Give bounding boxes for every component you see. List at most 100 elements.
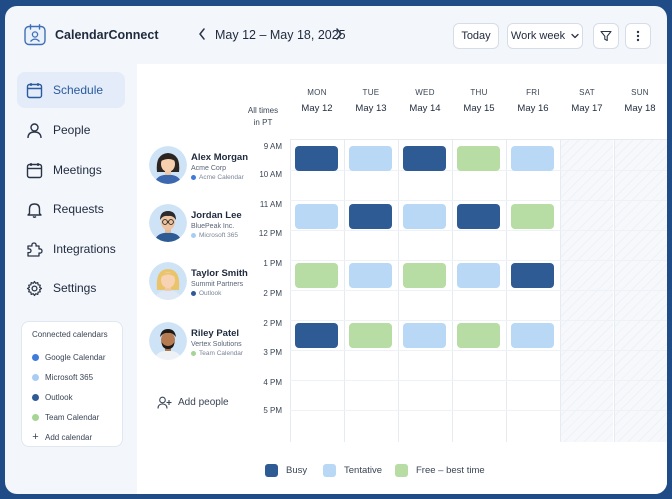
- connected-calendar-item[interactable]: Microsoft 365: [32, 367, 112, 387]
- app-logo-icon: [24, 24, 46, 46]
- person-name: Riley Patel: [191, 328, 240, 339]
- availability-block-tentative[interactable]: [403, 204, 446, 229]
- availability-block-busy[interactable]: [295, 323, 338, 348]
- connected-calendar-label: Team Calendar: [45, 412, 100, 422]
- availability-block-busy[interactable]: [349, 204, 392, 229]
- time-label: 2 PM: [263, 319, 282, 328]
- schedule-panel: Alex Morgan Acme Corp Acme Calendar Jord…: [137, 64, 667, 494]
- calendar-color-dot: [191, 351, 196, 356]
- person-name: Jordan Lee: [191, 210, 242, 221]
- legend-swatch: [395, 464, 408, 477]
- legend-swatch: [265, 464, 278, 477]
- person-calendar-label: Acme Calendar: [199, 174, 244, 181]
- filter-button[interactable]: [593, 23, 619, 49]
- person-row[interactable]: Riley Patel Vertex Solutions Team Calend…: [149, 322, 279, 370]
- person-row[interactable]: Taylor Smith Summit Partners Outlook: [149, 262, 279, 310]
- grid-line: [290, 260, 667, 261]
- legend-swatch: [323, 464, 336, 477]
- today-button[interactable]: Today: [453, 23, 499, 49]
- availability-block-busy[interactable]: [457, 204, 500, 229]
- person-company: Summit Partners: [191, 281, 244, 288]
- availability-block-free[interactable]: [457, 146, 500, 171]
- availability-block-tentative[interactable]: [457, 263, 500, 288]
- day-of-week: FRI: [526, 88, 540, 97]
- time-label: 11 AM: [259, 200, 282, 209]
- legend-free: Free – best time: [395, 464, 485, 477]
- grid-line: [290, 320, 667, 321]
- day-date: May 12: [301, 103, 333, 114]
- day-of-week: THU: [470, 88, 488, 97]
- sidebar-item-meetings[interactable]: Meetings: [17, 152, 125, 188]
- time-label: 4 PM: [263, 378, 282, 387]
- app-title: CalendarConnect: [55, 28, 159, 42]
- next-week-button[interactable]: [330, 24, 348, 44]
- day-header: SAT May 17: [560, 88, 614, 114]
- connected-calendar-item[interactable]: Outlook: [32, 387, 112, 407]
- person-calendar: Outlook: [191, 290, 221, 297]
- sidebar-item-schedule[interactable]: Schedule: [17, 72, 125, 108]
- prev-week-button[interactable]: [193, 24, 211, 44]
- day-header: FRI May 16: [506, 88, 560, 114]
- availability-block-tentative[interactable]: [403, 323, 446, 348]
- timezone-label: All times in PT: [247, 106, 279, 127]
- app-window: CalendarConnect May 12 – May 18, 2025 To…: [5, 6, 667, 494]
- availability-block-tentative[interactable]: [511, 323, 554, 348]
- sidebar-item-settings[interactable]: Settings: [17, 270, 125, 306]
- day-of-week: WED: [415, 88, 435, 97]
- grid-line: [614, 140, 615, 442]
- availability-block-free[interactable]: [457, 323, 500, 348]
- sidebar-item-integrations[interactable]: Integrations: [17, 231, 125, 267]
- grid-line: [290, 230, 667, 231]
- connected-calendar-label: Outlook: [45, 392, 73, 402]
- time-label: 3 PM: [263, 348, 282, 357]
- add-calendar-button[interactable]: + Add calendar: [32, 427, 112, 447]
- person-row[interactable]: Alex Morgan Acme Corp Acme Calendar: [149, 146, 279, 194]
- availability-block-free[interactable]: [511, 204, 554, 229]
- sidebar-item-label: Meetings: [53, 163, 102, 177]
- person-row[interactable]: Jordan Lee BluePeak Inc. Microsoft 365: [149, 204, 279, 252]
- time-label: 2 PM: [263, 289, 282, 298]
- grid-line: [344, 140, 345, 442]
- person-icon: [27, 122, 42, 138]
- legend-busy: Busy: [265, 464, 307, 477]
- view-select[interactable]: Work week: [507, 23, 583, 49]
- legend-label: Tentative: [344, 465, 383, 476]
- more-options-button[interactable]: [625, 23, 651, 49]
- calendar-icon: [26, 162, 43, 178]
- availability-block-tentative[interactable]: [295, 204, 338, 229]
- availability-block-busy[interactable]: [511, 263, 554, 288]
- availability-block-free[interactable]: [403, 263, 446, 288]
- plus-icon: +: [32, 431, 39, 443]
- availability-block-busy[interactable]: [295, 146, 338, 171]
- calendar-color-dot: [191, 291, 196, 296]
- weekend-column: [614, 140, 667, 442]
- availability-block-tentative[interactable]: [511, 146, 554, 171]
- schedule-grid[interactable]: [290, 139, 667, 442]
- legend-label: Busy: [286, 465, 308, 476]
- connected-calendars-title: Connected calendars: [32, 330, 108, 339]
- person-company: Acme Corp: [191, 165, 227, 172]
- grid-line: [290, 140, 291, 442]
- day-header: TUE May 13: [344, 88, 398, 114]
- day-date: May 16: [517, 103, 549, 114]
- view-select-label: Work week: [510, 30, 566, 42]
- sidebar-item-people[interactable]: People: [17, 112, 125, 148]
- gear-icon: [26, 280, 43, 296]
- availability-block-tentative[interactable]: [349, 263, 392, 288]
- person-name: Alex Morgan: [191, 152, 249, 163]
- grid-line: [290, 380, 667, 381]
- calendar-color-dot: [191, 233, 196, 238]
- connected-calendar-item[interactable]: Team Calendar: [32, 407, 112, 427]
- availability-block-tentative[interactable]: [349, 146, 392, 171]
- connected-calendar-item[interactable]: Google Calendar: [32, 347, 112, 367]
- person-calendar: Acme Calendar: [191, 174, 244, 181]
- sidebar-item-requests[interactable]: Requests: [17, 191, 125, 227]
- add-people-button[interactable]: Add people: [157, 396, 229, 409]
- availability-block-free[interactable]: [295, 263, 338, 288]
- availability-block-busy[interactable]: [403, 146, 446, 171]
- header: CalendarConnect May 12 – May 18, 2025 To…: [5, 6, 667, 64]
- today-button-label: Today: [461, 30, 491, 42]
- day-header: MON May 12: [290, 88, 344, 114]
- availability-block-free[interactable]: [349, 323, 392, 348]
- person-company: Vertex Solutions: [191, 341, 242, 348]
